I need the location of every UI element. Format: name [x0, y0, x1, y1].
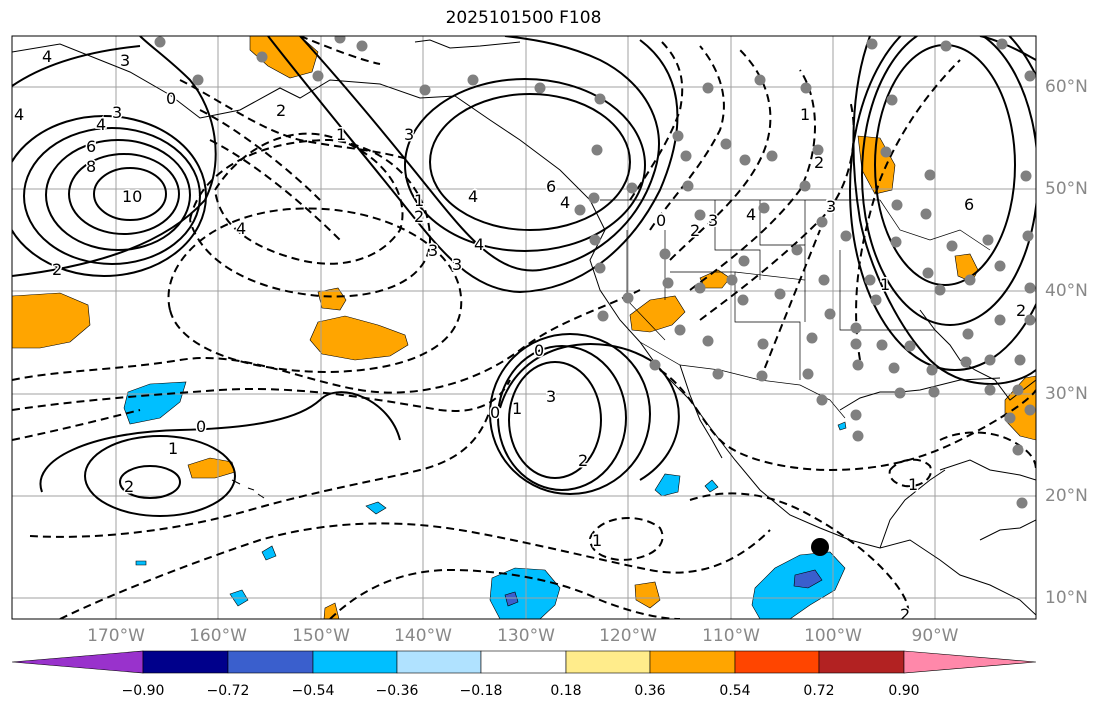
contour-label: 1 — [168, 439, 178, 458]
colorbar-tick-label: −0.36 — [375, 683, 419, 699]
colorbar-tick-label: −0.72 — [206, 683, 250, 699]
contour-label: 2 — [414, 207, 424, 226]
colorbar-segment — [734, 650, 820, 674]
contour-labels: 4 3 4 6 8 10 2 0 1 2 3 4 1 2 3 4 3 4 6 4… — [13, 46, 1028, 624]
contour-label: 4 — [236, 219, 246, 238]
colorbar-tick-label: 0.18 — [550, 683, 582, 699]
contour-label: 4 — [468, 187, 478, 206]
contour-label: 1 — [880, 275, 890, 294]
lon-label: 170°W — [87, 626, 145, 646]
contour-label: 0 — [490, 403, 500, 422]
lat-label: 20°N — [1045, 486, 1088, 506]
lat-label: 50°N — [1045, 179, 1088, 199]
contour-label: 0 — [166, 89, 176, 108]
highlight-point — [811, 538, 829, 556]
lat-label: 40°N — [1045, 281, 1088, 301]
contour-label: 0 — [534, 341, 544, 360]
contour-label: 6 — [86, 137, 96, 156]
negative-anomaly-areas — [123, 381, 847, 619]
contour-label: 2 — [900, 605, 910, 624]
contour-label: 1 — [414, 191, 424, 210]
colorbar-tick-label: 0.36 — [634, 683, 666, 699]
contour-label: 2 — [578, 451, 588, 470]
contour-label: 6 — [546, 177, 556, 196]
contour-label: 2 — [52, 260, 62, 279]
lat-label: 10°N — [1045, 588, 1088, 608]
contour-label: 4 — [14, 105, 24, 124]
contour-label: 4 — [96, 115, 106, 134]
contour-label: 1 — [800, 105, 810, 124]
contour-label: 3 — [120, 51, 130, 70]
contour-label: 1 — [908, 475, 918, 494]
contour-label: 1 — [512, 399, 522, 418]
contour-label: 3 — [452, 255, 462, 274]
colorbar-segment — [312, 650, 398, 674]
contour-label: 2 — [690, 221, 700, 240]
lon-label: 110°W — [702, 626, 760, 646]
contour-label: 0 — [656, 211, 666, 230]
contour-label: 8 — [86, 157, 96, 176]
contour-label: 10 — [122, 187, 142, 206]
colorbar-tick-label: −0.18 — [459, 683, 503, 699]
map-title: 2025101500 F108 — [445, 8, 602, 28]
colorbar — [11, 650, 1037, 674]
contour-label: 0 — [196, 417, 206, 436]
solid-contours — [12, 36, 1036, 517]
contour-label: 1 — [336, 125, 346, 144]
lat-label: 30°N — [1045, 384, 1088, 404]
contour-label: 3 — [112, 103, 122, 122]
colorbar-tick-label: 0.72 — [803, 683, 835, 699]
contour-label: 2 — [124, 477, 134, 496]
dashed-contours — [12, 36, 1036, 619]
lat-label: 60°N — [1045, 77, 1088, 97]
lon-label: 100°W — [804, 626, 862, 646]
contour-label: 4 — [42, 47, 52, 66]
colorbar-segment — [480, 650, 567, 674]
coastlines — [12, 39, 1036, 616]
contour-label: 4 — [560, 193, 570, 212]
political-borders — [600, 199, 991, 419]
colorbar-segment — [818, 650, 905, 674]
positive-anomaly-areas — [12, 36, 1036, 619]
lon-label: 130°W — [497, 626, 555, 646]
lon-label: 90°W — [911, 626, 959, 646]
lon-label: 140°W — [394, 626, 452, 646]
colorbar-segment — [649, 650, 736, 674]
contour-label: 2 — [1016, 301, 1026, 320]
colorbar-tick-label: −0.90 — [121, 683, 165, 699]
colorbar-tick-label: 0.54 — [719, 683, 751, 699]
colorbar-segment — [227, 650, 314, 674]
contour-label: 3 — [826, 197, 836, 216]
colorbar-under-extension — [11, 650, 144, 674]
colorbar-segment — [565, 650, 651, 674]
graticule — [12, 36, 1036, 619]
station-markers — [154, 36, 1036, 509]
contour-label: 4 — [474, 235, 484, 254]
contour-label: 3 — [428, 241, 438, 260]
lon-label: 120°W — [599, 626, 657, 646]
lon-label: 150°W — [292, 626, 350, 646]
contour-label: 6 — [964, 195, 974, 214]
lon-label: 160°W — [189, 626, 247, 646]
colorbar-segment — [142, 650, 229, 674]
contour-label: 3 — [708, 211, 718, 230]
contour-label: 1 — [592, 531, 602, 550]
contour-label: 2 — [276, 101, 286, 120]
contour-label: 2 — [814, 153, 824, 172]
contour-label: 3 — [546, 387, 556, 406]
colorbar-tick-label: −0.54 — [291, 683, 335, 699]
colorbar-segment — [396, 650, 482, 674]
contour-label: 3 — [404, 125, 414, 144]
colorbar-tick-label: 0.90 — [888, 683, 920, 699]
colorbar-over-extension — [903, 650, 1037, 674]
map-frame — [11, 35, 1037, 620]
contour-label: 4 — [746, 205, 756, 224]
